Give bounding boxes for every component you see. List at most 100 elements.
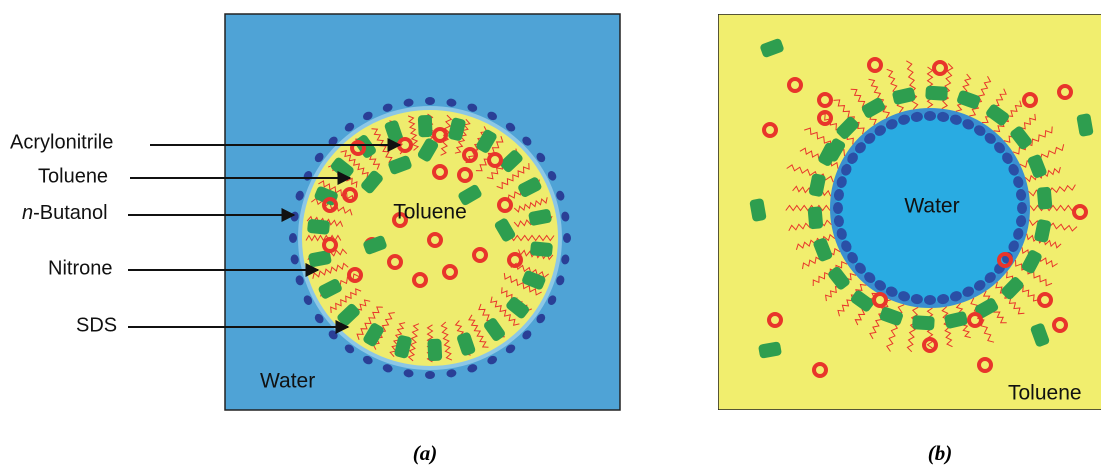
sds-head xyxy=(864,133,876,144)
caption: (b) xyxy=(928,441,953,465)
sds-head xyxy=(924,111,936,121)
sds-head xyxy=(1008,240,1019,253)
surfactant-tail xyxy=(330,288,362,313)
acrylonitrile xyxy=(322,237,338,253)
nitrone xyxy=(528,209,552,226)
sds-head xyxy=(1013,176,1024,189)
nitrone xyxy=(308,250,332,267)
acrylonitrile xyxy=(1052,317,1068,333)
surfactant-tail xyxy=(340,150,369,179)
nitrone xyxy=(758,341,782,359)
nitrone xyxy=(824,138,846,162)
sds-head xyxy=(314,313,324,324)
nitrone xyxy=(879,307,903,326)
nitrone xyxy=(458,184,482,206)
sds-head xyxy=(836,176,847,189)
nitrone xyxy=(1076,113,1094,137)
nitrone xyxy=(384,120,403,144)
sds-head xyxy=(403,98,414,107)
sds-head xyxy=(344,344,355,354)
sds-head xyxy=(314,152,324,163)
acrylonitrile xyxy=(497,197,513,213)
sds-head xyxy=(328,330,338,340)
acrylonitrile xyxy=(472,247,488,263)
sds-head xyxy=(289,233,297,243)
outer-label: Water xyxy=(260,370,315,393)
sds-head xyxy=(446,98,457,107)
sds-head xyxy=(1017,202,1027,214)
sds-head xyxy=(962,119,975,130)
surfactant-tail xyxy=(1028,219,1078,232)
nitrone xyxy=(828,266,850,290)
sds-head xyxy=(556,275,565,286)
nitrone xyxy=(363,323,384,347)
sds-head xyxy=(1016,188,1027,201)
nitrone xyxy=(974,298,999,319)
acrylonitrile xyxy=(1037,292,1053,308)
label-nitrone: Nitrone xyxy=(48,257,112,279)
sds-head xyxy=(898,291,911,302)
surfactant-tail xyxy=(496,163,530,190)
nitrone xyxy=(749,198,767,222)
sds-head xyxy=(295,190,304,201)
sds-head xyxy=(467,364,478,373)
nitrone xyxy=(307,219,330,235)
sds-head xyxy=(487,111,498,121)
sds-head xyxy=(505,344,516,354)
sds-head xyxy=(536,313,546,324)
nitrone xyxy=(417,138,439,162)
sds-head xyxy=(898,114,911,125)
sds-head xyxy=(362,111,373,121)
acrylonitrile xyxy=(762,122,778,138)
nitrone xyxy=(760,38,784,58)
acrylonitrile xyxy=(1072,204,1088,220)
acrylonitrile xyxy=(412,272,428,288)
acrylonitrile xyxy=(977,357,993,373)
nitrone xyxy=(1036,186,1053,210)
acrylonitrile xyxy=(997,252,1013,268)
nitrone xyxy=(1010,126,1032,150)
nitrone xyxy=(361,170,383,194)
sds-head xyxy=(290,254,299,265)
nitrone xyxy=(318,278,342,299)
nitrone xyxy=(530,241,553,257)
nitrone xyxy=(457,332,476,356)
surfactant-tail xyxy=(490,296,520,326)
nitrone xyxy=(1034,219,1052,243)
acrylonitrile xyxy=(872,292,888,308)
sds-head xyxy=(937,111,950,122)
sds-head xyxy=(547,295,557,306)
sds-head xyxy=(836,227,847,240)
surfactant-tail xyxy=(310,197,353,216)
nitrone xyxy=(394,335,412,359)
nitrone xyxy=(518,177,542,198)
sds-head xyxy=(974,125,986,136)
label-sds: SDS xyxy=(76,314,117,336)
sds-head xyxy=(949,291,962,302)
panel-a: Toluene Water xyxy=(224,13,621,411)
sds-head xyxy=(874,280,886,291)
sds-head xyxy=(446,369,457,378)
nitrone xyxy=(807,206,824,230)
sds-head xyxy=(1013,227,1024,240)
surfactant-tail xyxy=(1029,204,1077,212)
nitrone xyxy=(363,235,387,255)
acrylonitrile xyxy=(432,127,448,143)
label-toluene: Toluene xyxy=(38,165,108,187)
acrylonitrile xyxy=(787,77,803,93)
nitrone xyxy=(850,290,874,312)
sds-head xyxy=(847,252,858,264)
sds-head xyxy=(962,286,975,297)
sds-head xyxy=(467,103,478,112)
nitrone xyxy=(892,87,916,105)
acrylonitrile xyxy=(817,92,833,108)
acrylonitrile xyxy=(322,197,338,213)
nitrone xyxy=(1027,154,1047,178)
acrylonitrile xyxy=(387,254,403,270)
acrylonitrile xyxy=(350,140,366,156)
surfactant-tail xyxy=(509,234,555,242)
surfactant-tail xyxy=(513,197,548,213)
nitrone xyxy=(506,296,530,319)
nitrone xyxy=(448,117,466,141)
acrylonitrile xyxy=(967,312,983,328)
